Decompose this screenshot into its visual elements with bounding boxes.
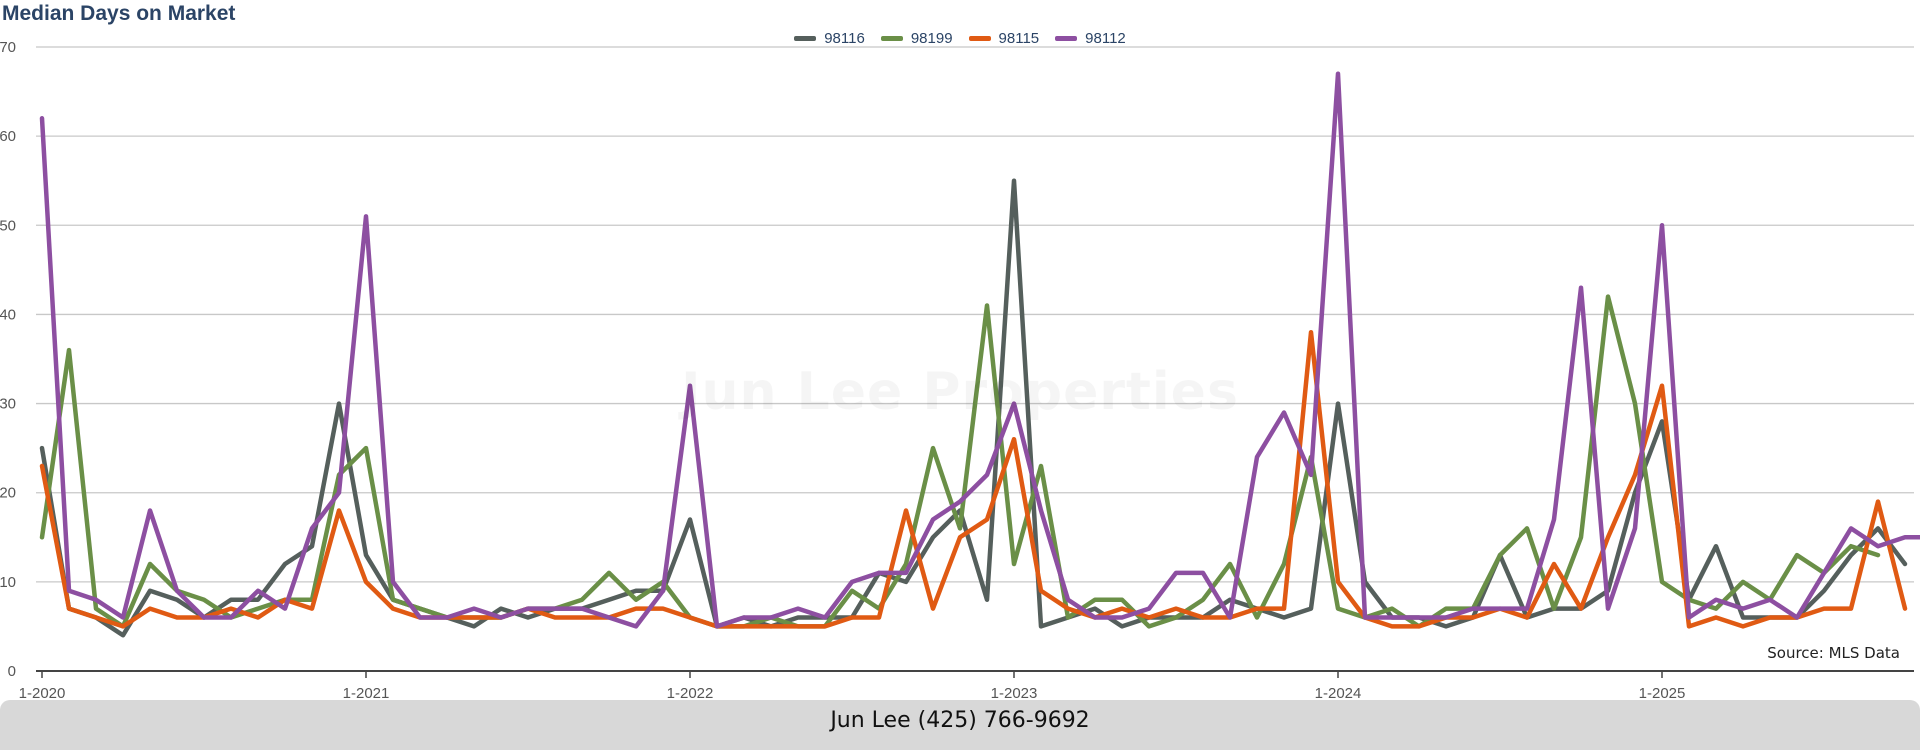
line-chart: 0 10 20 30 40 50 60 70 1-2020 1-2021 1-2022 1-2023 1… <box>0 39 1920 700</box>
legend-label-98116: 98116 <box>824 30 865 47</box>
y-tick-label: 30 <box>0 396 16 413</box>
x-tick-label: 1-2021 <box>343 685 390 700</box>
y-tick-label: 20 <box>0 485 16 502</box>
legend-item-98199[interactable]: 98199 <box>880 30 953 47</box>
legend-swatch-98115 <box>968 36 991 41</box>
legend-swatch-98112 <box>1055 36 1078 41</box>
legend-label-98112: 98112 <box>1085 30 1126 47</box>
legend-item-98112[interactable]: 98112 <box>1055 30 1126 47</box>
series-line-98115 <box>39 330 1908 629</box>
legend-swatch-98116 <box>794 36 817 41</box>
y-tick-label: 60 <box>0 128 16 145</box>
chart-legend: 98116 98199 98115 98112 <box>0 30 1920 47</box>
watermark: Jun Lee Properties <box>0 362 1920 422</box>
y-tick-label: 0 <box>8 663 16 680</box>
legend-item-98116[interactable]: 98116 <box>794 30 865 47</box>
legend-item-98115[interactable]: 98115 <box>968 30 1040 47</box>
y-tick-label: 50 <box>0 217 16 234</box>
axis-layer: 0 10 20 30 40 50 60 70 1-2020 1-2021 1-2022 1-2023 1… <box>0 39 1685 700</box>
x-tick-label: 1-2023 <box>991 685 1038 700</box>
y-tick-label: 10 <box>0 574 16 591</box>
legend-label-98115: 98115 <box>998 30 1040 47</box>
source-note: Source: MLS Data <box>1767 644 1900 662</box>
x-tick-label: 1-2020 <box>19 685 66 700</box>
series-line-98199 <box>39 294 1881 629</box>
series-line-98116 <box>39 178 1908 638</box>
x-tick-label: 1-2025 <box>1639 685 1686 700</box>
footer-contact: Jun Lee (425) 766-9692 <box>0 700 1920 750</box>
series-layer <box>39 71 1920 638</box>
legend-swatch-98199 <box>880 36 903 41</box>
x-tick-label: 1-2024 <box>1315 685 1362 700</box>
legend-label-98199: 98199 <box>910 30 953 47</box>
y-tick-label: 40 <box>0 306 16 323</box>
series-line-98112 <box>39 71 1920 629</box>
y-tick-label: 70 <box>0 39 16 56</box>
chart-title: Median Days on Market <box>2 2 236 25</box>
x-tick-label: 1-2022 <box>667 685 714 700</box>
